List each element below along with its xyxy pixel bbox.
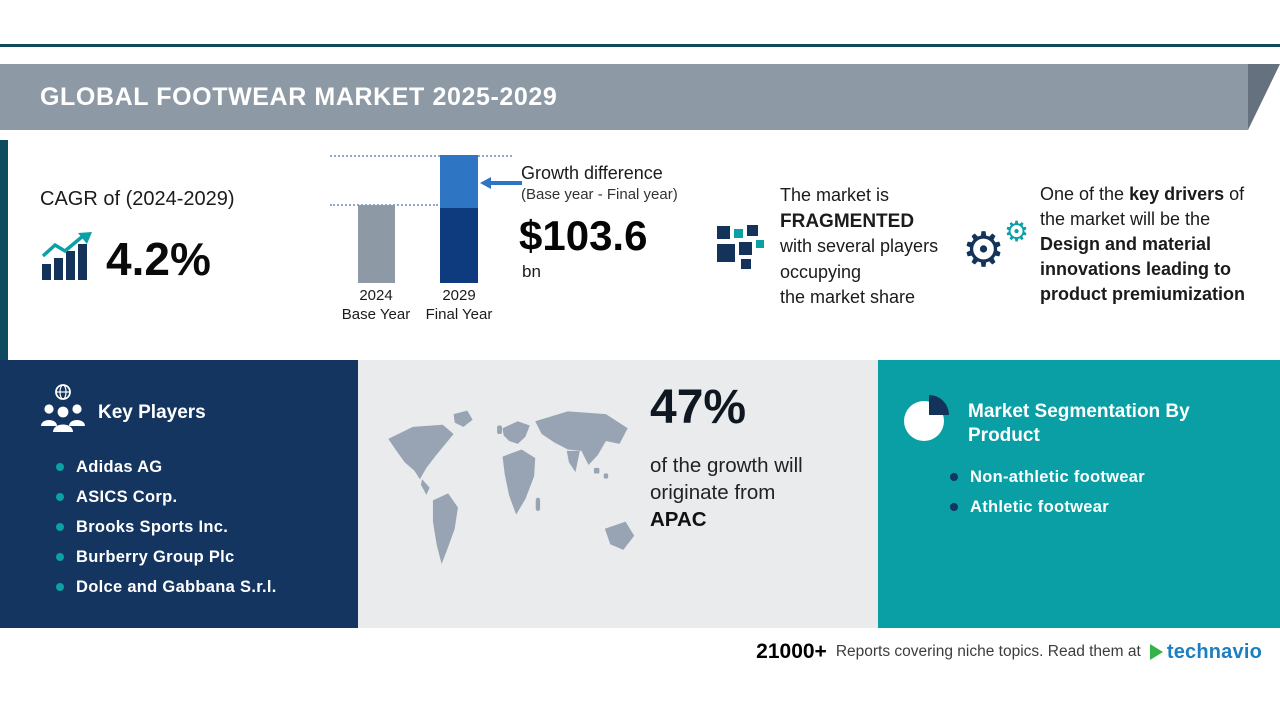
driver-bold2: Design and material innovations leading … — [1040, 234, 1246, 304]
segmentation-title: Market Segmentation By Product — [968, 401, 1190, 446]
apac-line1: of the growth will — [650, 454, 803, 477]
bullet-icon — [56, 553, 64, 561]
page-title: GLOBAL FOOTWEAR MARKET 2025-2029 — [40, 82, 558, 111]
bullet-icon — [56, 583, 64, 591]
key-player-item: Burberry Group Plc — [56, 542, 277, 572]
bullet-icon — [950, 503, 958, 511]
apac-highlight: APAC — [650, 508, 707, 531]
driver-bold1: key drivers — [1129, 184, 1225, 204]
people-globe-icon — [41, 384, 85, 432]
cagr-label: CAGR of (2024-2029) — [40, 188, 235, 210]
fragmented-line3: with several players occupying — [780, 236, 939, 282]
footer: 21000+ Reports covering niche topics. Re… — [756, 636, 1262, 668]
bar-2024-base-year — [358, 205, 395, 283]
world-map-graphic — [388, 410, 635, 565]
apac-panel — [358, 360, 878, 628]
bar-2029-final-year — [440, 155, 478, 283]
cagr-value: 4.2% — [106, 233, 211, 285]
key-player-name: Dolce and Gabbana S.r.l. — [76, 577, 277, 596]
bar-label-2029: 2029 Final Year — [413, 286, 505, 324]
driver-part1: One of the — [1040, 184, 1130, 204]
technavio-logo[interactable]: technavio — [1149, 640, 1262, 664]
top-divider-rule — [0, 44, 1280, 47]
key-player-item: ASICS Corp. — [56, 482, 277, 512]
apac-line2: originate from — [650, 481, 776, 504]
apac-statement: of the growth will originate from APAC — [650, 452, 860, 533]
bar-year: 2029 — [442, 287, 476, 304]
key-player-item: Dolce and Gabbana S.r.l. — [56, 572, 277, 602]
key-player-item: Brooks Sports Inc. — [56, 512, 277, 542]
technavio-wordmark: technavio — [1166, 640, 1262, 663]
growth-difference-subtitle: (Base year - Final year) — [521, 186, 678, 203]
gears-icon: ⚙ ⚙ — [962, 218, 1034, 290]
key-player-name: Adidas AG — [76, 457, 163, 476]
driver-part2: of the market will be the — [1040, 184, 1245, 229]
left-accent-stripe — [0, 140, 8, 360]
bar-caption: Final Year — [425, 306, 493, 323]
growth-difference-title: Growth difference — [521, 163, 663, 183]
growth-difference-value: $103.6 — [519, 212, 648, 259]
header-band: GLOBAL FOOTWEAR MARKET 2025-2029 — [0, 64, 1248, 130]
growth-chart-icon — [41, 232, 92, 280]
growth-difference-unit: bn — [522, 262, 541, 281]
key-player-name: ASICS Corp. — [76, 487, 178, 506]
bullet-icon — [950, 473, 958, 481]
key-driver-statement: One of the key drivers of the market wil… — [1040, 182, 1258, 307]
pie-chart-icon — [904, 395, 949, 441]
fragmented-line1: The market is — [780, 185, 890, 205]
bar-base-segment — [440, 208, 478, 283]
segmentation-name: Athletic footwear — [970, 497, 1109, 516]
key-player-item: Adidas AG — [56, 452, 277, 482]
bar-label-2024: 2024 Base Year — [330, 286, 422, 324]
segmentation-item: Athletic footwear — [950, 492, 1145, 522]
bar-growth-segment — [440, 155, 478, 208]
segmentation-item: Non-athletic footwear — [950, 462, 1145, 492]
footer-tagline: Reports covering niche topics. Read them… — [835, 643, 1141, 660]
fragmented-squares-icon — [717, 225, 764, 269]
fragmented-line4: the market share — [780, 287, 916, 307]
key-player-name: Burberry Group Plc — [76, 547, 235, 566]
header-fold-decoration — [1248, 64, 1280, 130]
segmentation-list: Non-athletic footwear Athletic footwear — [950, 462, 1145, 522]
fragmented-statement: The market is FRAGMENTED with several pl… — [780, 183, 1015, 311]
technavio-triangle-icon — [1149, 644, 1163, 660]
reports-count: 21000+ — [756, 640, 827, 663]
apac-share-value: 47% — [650, 381, 747, 434]
gear-large-icon: ⚙ — [962, 222, 1006, 278]
bar-year: 2024 — [359, 287, 393, 304]
gear-small-icon: ⚙ — [1004, 215, 1030, 248]
bullet-icon — [56, 463, 64, 471]
segmentation-name: Non-athletic footwear — [970, 467, 1145, 486]
key-players-title: Key Players — [98, 402, 206, 423]
bar-caption: Base Year — [341, 306, 411, 323]
key-player-name: Brooks Sports Inc. — [76, 517, 229, 536]
bullet-icon — [56, 523, 64, 531]
key-players-list: Adidas AG ASICS Corp. Brooks Sports Inc.… — [56, 452, 277, 602]
chart-dotted-guideline-top — [330, 155, 512, 157]
bullet-icon — [56, 493, 64, 501]
left-arrow-icon — [480, 177, 522, 189]
fragmented-highlight: FRAGMENTED — [780, 210, 915, 232]
